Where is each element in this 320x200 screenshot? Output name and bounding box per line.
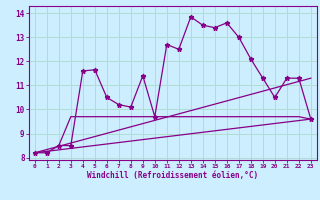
X-axis label: Windchill (Refroidissement éolien,°C): Windchill (Refroidissement éolien,°C) [87,171,258,180]
